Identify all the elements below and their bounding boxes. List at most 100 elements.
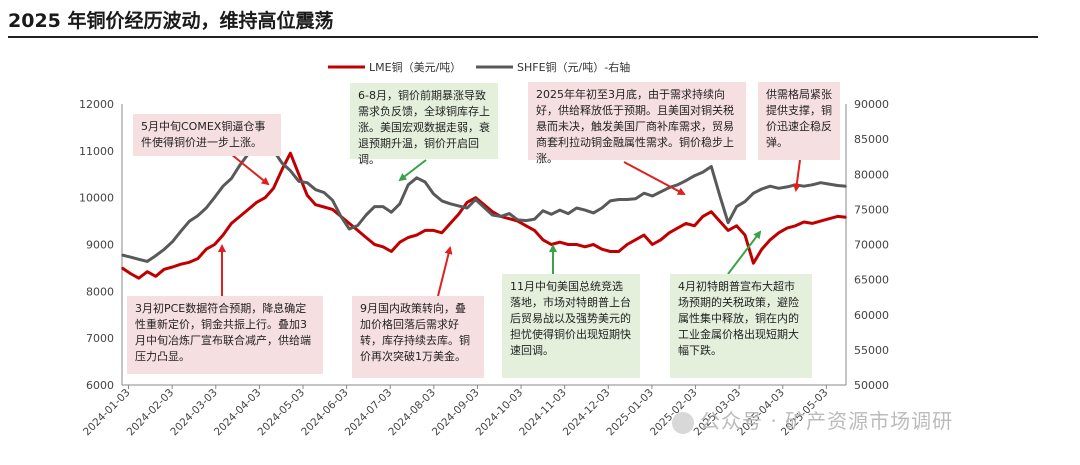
lme-data-point (592, 243, 595, 246)
lme-data-point (180, 263, 182, 266)
lme-data-point (449, 222, 452, 225)
shfe-data-point (685, 179, 687, 182)
shfe-data-point (819, 181, 822, 184)
lme-data-point (794, 225, 797, 227)
lme-data-point (272, 187, 275, 190)
lme-data-point (348, 222, 351, 225)
shfe-data-point (744, 200, 746, 203)
lme-data-point (533, 229, 536, 232)
shfe-data-point (180, 230, 182, 232)
lme-data-point (255, 201, 258, 204)
shfe-data-point (197, 214, 199, 217)
page-title: 2025 年铜价经历波动，维持高位震荡 (8, 10, 334, 32)
shfe-data-point (575, 207, 578, 209)
shfe-data-point (138, 258, 140, 261)
lme-data-point (634, 239, 637, 241)
shfe-data-point (542, 210, 544, 212)
shfe-data-point (298, 180, 300, 183)
lme-data-point (575, 243, 578, 246)
lme-data-point (314, 203, 317, 206)
shfe-data-point (365, 214, 367, 216)
lme-data-point (491, 210, 494, 213)
lme-data-point (356, 229, 359, 232)
lme-data-point (761, 248, 763, 250)
lme-data-point (643, 234, 645, 236)
lme-data-point (138, 277, 140, 280)
shfe-data-point (777, 187, 780, 190)
lme-data-point (601, 248, 603, 250)
lme-data-point (811, 222, 814, 225)
lme-data-point (213, 243, 216, 246)
y-left-tick-label: 8000 (86, 285, 114, 298)
shfe-data-point (550, 213, 553, 216)
shfe-data-point (584, 209, 586, 211)
shfe-data-point (474, 198, 477, 201)
shfe-data-point (466, 207, 469, 209)
annotation-may: 5月中旬COMEX铜逼仓事件使得铜价进一步上涨。 (133, 114, 281, 156)
lme-data-point (651, 243, 654, 246)
lme-data-point (845, 216, 847, 219)
shfe-data-point (373, 205, 376, 208)
shfe-data-point (205, 207, 207, 209)
wechat-icon (672, 411, 694, 434)
shfe-data-point (449, 203, 452, 205)
shfe-data-point (727, 221, 729, 224)
shfe-data-point (331, 199, 334, 201)
lme-data-point (828, 217, 830, 220)
lme-data-point (264, 196, 266, 199)
y-left-tick-label: 11000 (79, 145, 114, 158)
annotation-sep: 9月国内政策转向，叠加价格回落后需求好转，库存持续去库。铜价再次突破1万美金。 (352, 296, 484, 378)
lme-data-point (584, 246, 586, 248)
annotation-march: 3月初PCE数据符合预期，降息确定性重新定价，铜金共振上行。叠加3月中旬冶炼厂宣… (127, 296, 323, 374)
shfe-data-point (567, 212, 569, 215)
lme-data-point (197, 257, 199, 260)
lme-data-point (718, 220, 721, 222)
shfe-data-point (382, 205, 384, 208)
lme-data-point (786, 227, 788, 229)
lme-data-point (390, 250, 393, 253)
lme-data-point (626, 243, 628, 246)
shfe-data-point (803, 185, 805, 187)
lme-data-point (508, 217, 511, 220)
lme-data-point (298, 173, 300, 176)
shfe-data-point (836, 184, 839, 187)
lme-data-point (668, 232, 670, 234)
lme-data-point (281, 168, 283, 171)
annotation-rebound: 供需格局紧张提供支撑，铜价迅速企稳反弹。 (758, 82, 840, 160)
lme-data-point (727, 229, 729, 232)
legend-lme-label: LME铜（美元/吨） (369, 60, 461, 74)
y-right-tick-label: 65000 (854, 274, 889, 287)
annotation-early-2025: 2025年年初至3月底，由于需求持续向好，供给释放低于预期。且美国对铜关税悬而未… (528, 82, 746, 165)
y-left-tick-label: 6000 (86, 379, 114, 392)
lme-data-point (239, 215, 241, 218)
shfe-data-point (651, 195, 654, 197)
lme-data-point (306, 194, 309, 197)
shfe-data-point (617, 198, 620, 201)
y-right-tick-label: 60000 (854, 309, 889, 322)
shfe-data-point (702, 171, 704, 173)
lme-data-point (205, 248, 207, 250)
shfe-data-point (188, 220, 191, 223)
shfe-data-point (710, 165, 713, 168)
lme-data-point (171, 266, 174, 268)
lme-data-point (676, 227, 679, 229)
lme-data-point (803, 221, 805, 223)
shfe-data-point (146, 260, 149, 263)
y-right-tick-label: 70000 (854, 239, 889, 252)
shfe-data-point (306, 181, 309, 184)
lme-data-point (752, 262, 755, 265)
lme-data-point (222, 234, 224, 236)
lme-data-point (609, 250, 612, 253)
lme-data-point (163, 268, 165, 271)
shfe-data-point (483, 206, 485, 209)
y-right-tick-label: 50000 (854, 379, 889, 392)
annotation-apr: 4月初特朗普宣布大超市场预期的关税政策，避险属性集中释放，铜在内的工业金属价格出… (670, 274, 812, 378)
lme-data-point (382, 246, 384, 248)
arrow-early-2025 (623, 161, 686, 195)
shfe-data-point (213, 196, 216, 199)
shfe-data-point (828, 183, 830, 185)
lme-data-point (567, 243, 569, 246)
lme-data-point (154, 275, 157, 278)
arrow-rebound (792, 159, 801, 192)
shfe-data-point (516, 219, 519, 221)
